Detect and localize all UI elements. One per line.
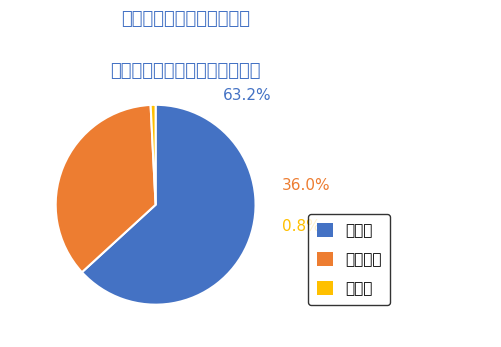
Wedge shape	[82, 105, 255, 305]
Text: めばち（冷凍）上場水揚量: めばち（冷凍）上場水揚量	[121, 10, 249, 28]
Text: 36.0%: 36.0%	[282, 178, 330, 193]
Text: 63.2%: 63.2%	[222, 88, 271, 103]
Wedge shape	[56, 105, 155, 272]
Wedge shape	[150, 105, 155, 205]
Text: 全国に占める割合（令和３年）: 全国に占める割合（令和３年）	[110, 62, 261, 81]
Text: 0.8%: 0.8%	[281, 219, 320, 234]
Legend: 靜岡県, 神奈川県, その他: 靜岡県, 神奈川県, その他	[308, 214, 390, 305]
